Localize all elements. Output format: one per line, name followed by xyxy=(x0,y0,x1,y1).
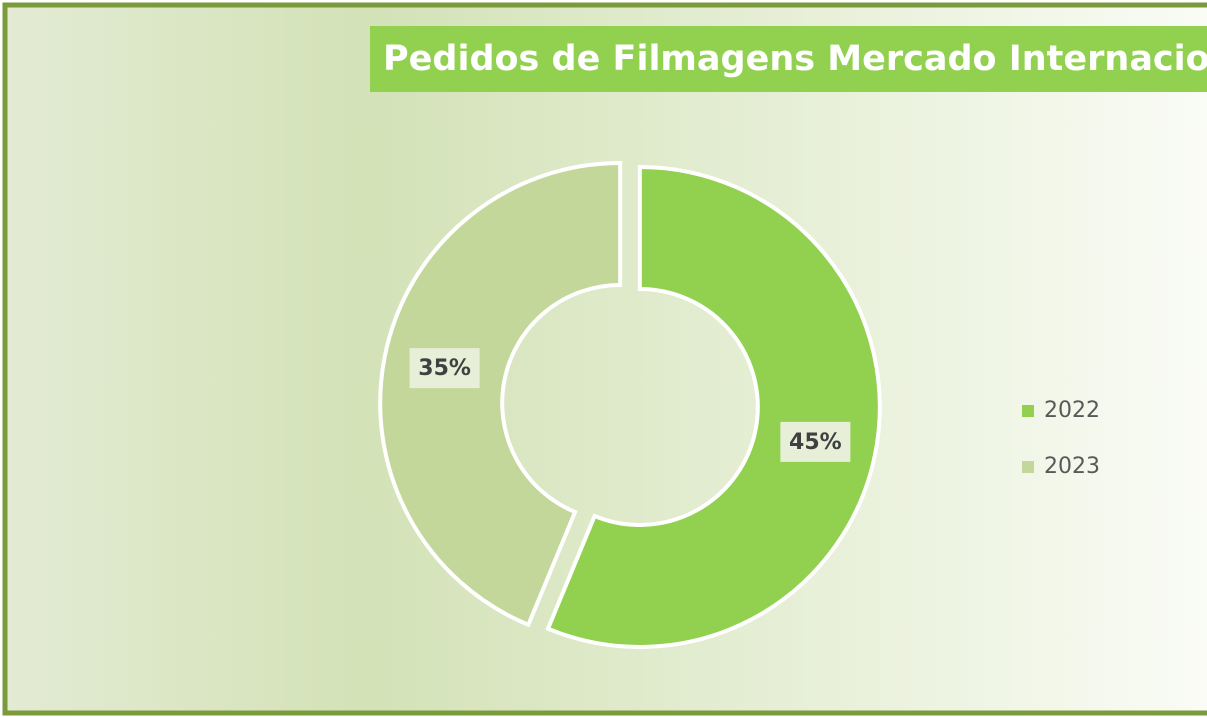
data-label-box xyxy=(409,348,480,389)
doughnut-slice xyxy=(545,164,882,649)
data-label: 45% xyxy=(789,430,842,455)
data-label: 35% xyxy=(418,356,471,381)
legend-label: 2022 xyxy=(1044,398,1100,423)
doughnut-slice xyxy=(378,161,623,628)
title-box xyxy=(370,26,1207,92)
legend-swatch xyxy=(1022,405,1034,417)
legend-label: 2023 xyxy=(1044,454,1100,479)
legend-swatch xyxy=(1022,461,1034,473)
chart-title: Pedidos de Filmagens Mercado Internacion… xyxy=(383,39,1207,79)
data-label-box xyxy=(780,421,851,462)
